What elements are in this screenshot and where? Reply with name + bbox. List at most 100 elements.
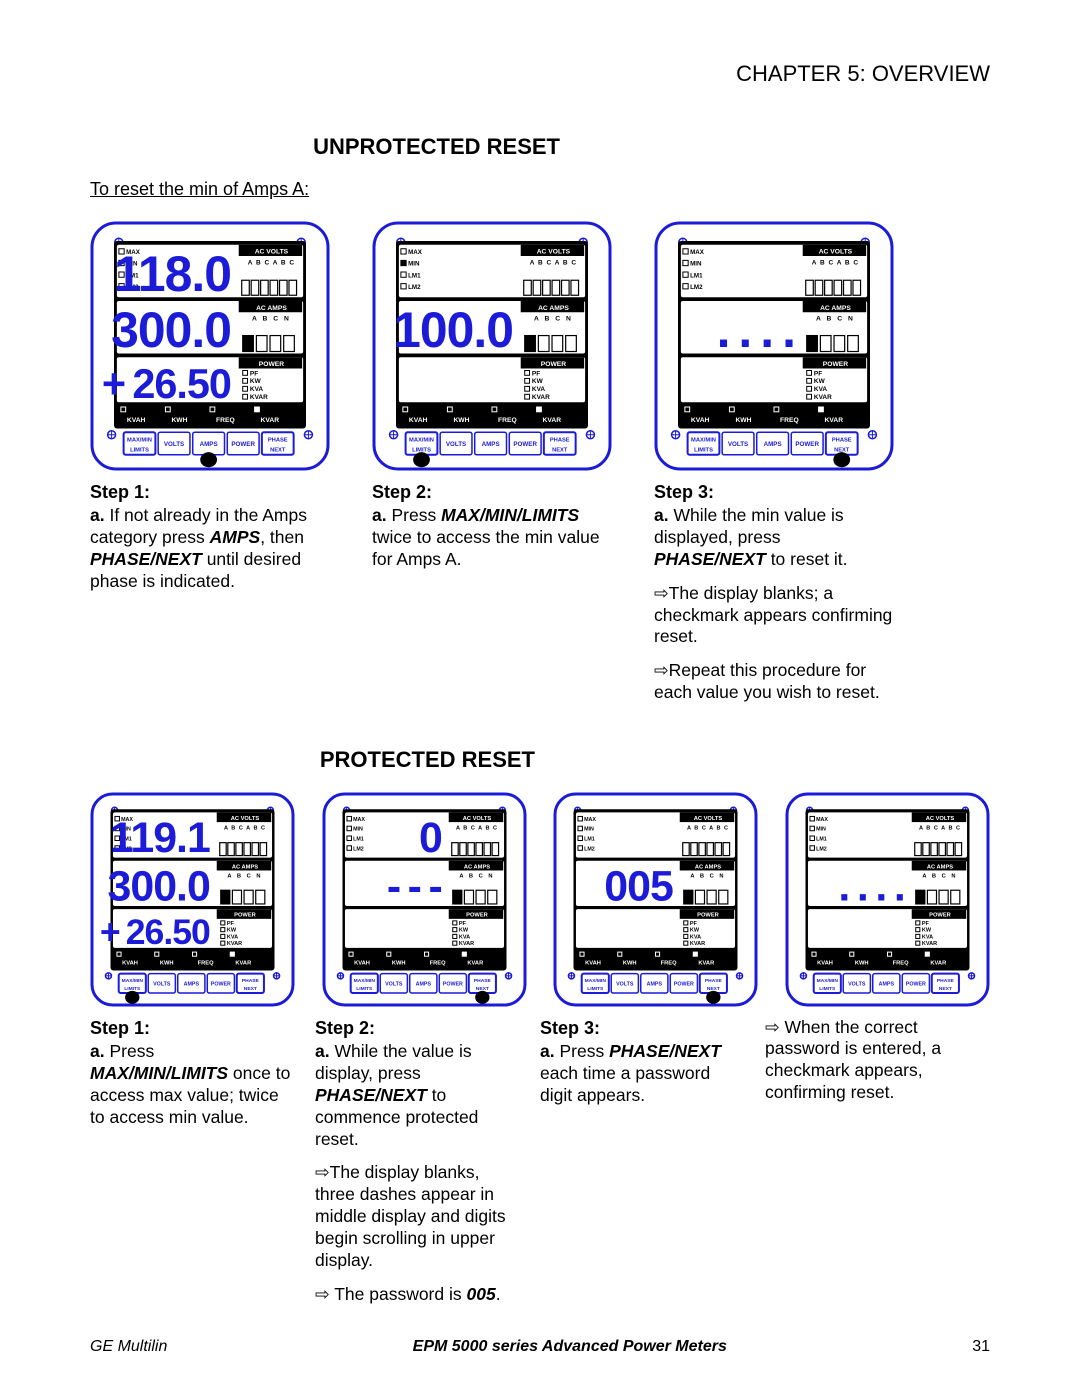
svg-text:A B C N: A B C N xyxy=(459,873,494,879)
svg-text:LM2: LM2 xyxy=(353,846,364,852)
svg-text:LIMITS: LIMITS xyxy=(130,447,149,453)
step-text: ⇨ When the correct password is entered, … xyxy=(765,1017,970,1105)
svg-text:AMPS: AMPS xyxy=(184,981,200,987)
meter-panel: AC VOLTSAC AMPSPOWERA B C A B CA B C NPF… xyxy=(372,221,612,471)
svg-text:KWH: KWH xyxy=(160,960,174,966)
step-text: a. Press MAX/MIN/LIMITS twice to access … xyxy=(372,505,612,571)
svg-text:AC VOLTS: AC VOLTS xyxy=(819,248,853,255)
svg-text:118.0: 118.0 xyxy=(114,245,231,301)
svg-text:KW: KW xyxy=(922,927,932,933)
svg-text:NEXT: NEXT xyxy=(552,447,568,453)
svg-text:KW: KW xyxy=(532,378,544,385)
svg-text:VOLTS: VOLTS xyxy=(616,981,634,987)
svg-text:A B C A B C: A B C A B C xyxy=(919,825,961,831)
svg-text:KW: KW xyxy=(250,378,262,385)
svg-text:VOLTS: VOLTS xyxy=(848,981,866,987)
svg-text:PHASE: PHASE xyxy=(268,437,288,443)
step-label: Step 3: xyxy=(540,1017,745,1040)
svg-text:POWER: POWER xyxy=(259,361,285,368)
svg-text:KVAR: KVAR xyxy=(459,941,474,947)
meter-panel: AC VOLTSAC AMPSPOWERA B C A B CA B C NPF… xyxy=(785,792,990,1007)
svg-text:POWER: POWER xyxy=(234,912,257,918)
svg-text:KVAR: KVAR xyxy=(930,960,947,966)
step-label: Step 3: xyxy=(654,481,894,504)
svg-text:KVAH: KVAH xyxy=(817,960,833,966)
svg-text:LM1: LM1 xyxy=(690,272,703,279)
section-title-1: UNPROTECTED RESET xyxy=(90,133,990,161)
svg-text:FREQ: FREQ xyxy=(893,960,909,966)
svg-text:POWER: POWER xyxy=(823,361,849,368)
svg-text:KWH: KWH xyxy=(855,960,869,966)
svg-text:KW: KW xyxy=(227,927,237,933)
svg-text:VOLTS: VOLTS xyxy=(164,441,184,448)
svg-text:FREQ: FREQ xyxy=(429,960,445,966)
step-extra: ⇨Repeat this procedure for each value yo… xyxy=(654,660,894,704)
step-text: a. While the value is display, press PHA… xyxy=(315,1041,520,1150)
svg-text:KVAH: KVAH xyxy=(122,960,138,966)
meter-panel: AC VOLTSAC AMPSPOWERA B C A B CA B C NPF… xyxy=(553,792,758,1007)
svg-text:KVA: KVA xyxy=(250,386,264,393)
footer-center: EPM 5000 series Advanced Power Meters xyxy=(413,1337,727,1357)
svg-text:POWER: POWER xyxy=(541,361,567,368)
svg-text:POWER: POWER xyxy=(795,441,819,448)
svg-text:VOLTS: VOLTS xyxy=(446,441,466,448)
svg-text:POWER: POWER xyxy=(231,441,255,448)
svg-text:POWER: POWER xyxy=(211,981,231,987)
svg-text:KWH: KWH xyxy=(171,416,187,423)
svg-text:PF: PF xyxy=(690,920,698,926)
svg-text:A B C A B C: A B C A B C xyxy=(812,259,859,266)
svg-text:MAX/MIN: MAX/MIN xyxy=(691,437,716,443)
svg-text:FREQ: FREQ xyxy=(198,960,214,966)
step-extra: ⇨The display blanks; a checkmark appears… xyxy=(654,583,894,649)
steps-row-protected: Step 1:a. Press MAX/MIN/LIMITS once to a… xyxy=(90,1017,990,1318)
svg-text:A B C A B C: A B C A B C xyxy=(687,825,729,831)
svg-text:PF: PF xyxy=(250,370,258,377)
svg-text:PF: PF xyxy=(922,920,930,926)
svg-text:AC VOLTS: AC VOLTS xyxy=(231,815,260,821)
svg-text:KVAR: KVAR xyxy=(261,416,280,423)
svg-text:KWH: KWH xyxy=(453,416,469,423)
step-text: a. If not already in the Amps category p… xyxy=(90,505,330,593)
svg-text:MIN: MIN xyxy=(816,826,826,832)
svg-text:A B C N: A B C N xyxy=(252,315,291,322)
svg-text:MAX: MAX xyxy=(816,816,828,822)
svg-text:NEXT: NEXT xyxy=(939,986,952,992)
svg-text:PF: PF xyxy=(227,920,235,926)
svg-text:POWER: POWER xyxy=(466,912,489,918)
svg-text:LM2: LM2 xyxy=(690,283,703,290)
svg-text:NEXT: NEXT xyxy=(244,986,257,992)
footer-left: GE Multilin xyxy=(90,1337,167,1357)
svg-text:AMPS: AMPS xyxy=(647,981,663,987)
svg-text:300.0: 300.0 xyxy=(108,862,210,910)
svg-text:0: 0 xyxy=(419,814,442,862)
svg-text:VOLTS: VOLTS xyxy=(385,981,403,987)
svg-text:MIN: MIN xyxy=(690,260,702,267)
svg-text:MAX/MIN: MAX/MIN xyxy=(353,977,375,983)
step-extra: ⇨The display blanks, three dashes appear… xyxy=(315,1162,520,1271)
svg-text:PF: PF xyxy=(814,370,822,377)
svg-text:KW: KW xyxy=(690,927,700,933)
page-footer: GE Multilin EPM 5000 series Advanced Pow… xyxy=(90,1337,990,1357)
svg-text:POWER: POWER xyxy=(906,981,926,987)
svg-text:AC AMPS: AC AMPS xyxy=(232,864,258,870)
svg-text:KW: KW xyxy=(459,927,469,933)
svg-text:MAX/MIN: MAX/MIN xyxy=(817,977,839,983)
svg-text:- - -: - - - xyxy=(386,862,441,910)
step-text: a. Press MAX/MIN/LIMITS once to access m… xyxy=(90,1041,295,1129)
svg-text:. . . .: . . . . xyxy=(717,302,795,358)
svg-text:LM2: LM2 xyxy=(584,846,595,852)
svg-text:KVAH: KVAH xyxy=(354,960,370,966)
chapter-header: CHAPTER 5: OVERVIEW xyxy=(90,60,990,88)
svg-text:POWER: POWER xyxy=(442,981,462,987)
svg-text:AC VOLTS: AC VOLTS xyxy=(694,815,723,821)
svg-text:KVAH: KVAH xyxy=(409,416,428,423)
svg-text:KVAR: KVAR xyxy=(532,394,550,401)
svg-text:LM1: LM1 xyxy=(408,272,421,279)
svg-text:FREQ: FREQ xyxy=(661,960,677,966)
step-label: Step 1: xyxy=(90,481,330,504)
svg-text:300.0: 300.0 xyxy=(111,302,231,358)
svg-text:FREQ: FREQ xyxy=(216,416,235,423)
svg-text:NEXT: NEXT xyxy=(270,447,286,453)
svg-text:A B C N: A B C N xyxy=(227,873,262,879)
svg-text:FREQ: FREQ xyxy=(780,416,799,423)
